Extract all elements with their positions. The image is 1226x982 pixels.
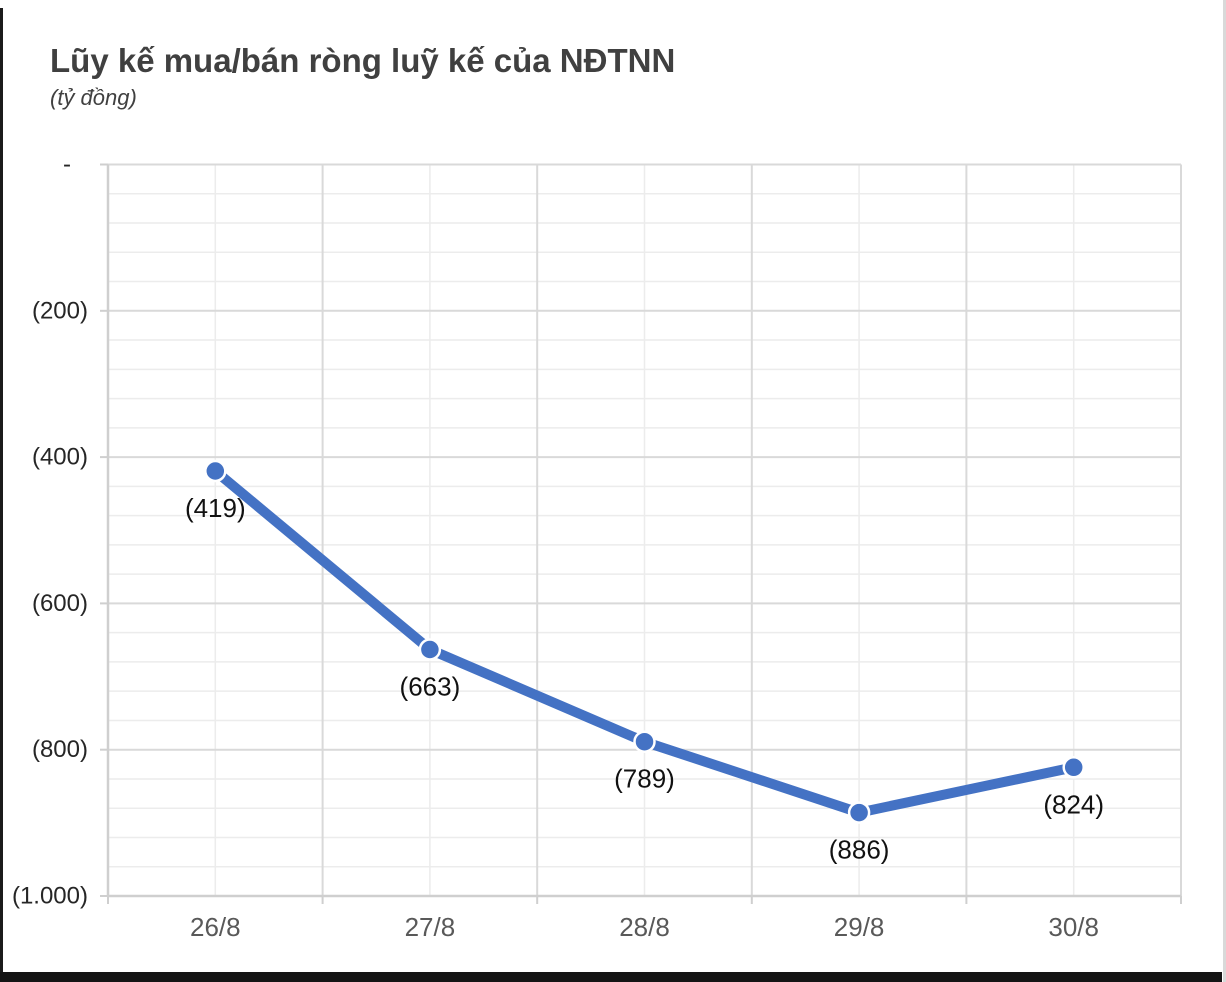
data-point-marker: [633, 730, 656, 753]
data-point-marker: [418, 638, 442, 661]
chart-title: Lũy kế mua/bán ròng luỹ kế của NĐTNN: [50, 42, 676, 79]
data-point-marker: [1062, 756, 1085, 779]
x-axis-category-label: 28/8: [619, 912, 670, 942]
data-point-marker: [204, 459, 227, 483]
x-axis-category-label: 29/8: [834, 912, 885, 942]
data-point-label: (886): [829, 835, 890, 865]
screenshot-right-edge: [1223, 0, 1226, 982]
x-axis-category-label: 26/8: [190, 912, 241, 942]
data-point-label: (824): [1043, 789, 1104, 819]
x-axis-category-label: 30/8: [1048, 912, 1099, 942]
screenshot-bottom-edge: [0, 972, 1222, 982]
y-axis-tick-label: (600): [32, 590, 88, 617]
y-axis-tick-label: (800): [32, 736, 88, 763]
x-axis-category-label: 27/8: [405, 912, 456, 942]
screenshot-left-edge: [0, 8, 3, 982]
y-axis-tick-label: (1.000): [12, 883, 88, 910]
y-axis-tick-label: (200): [32, 297, 88, 324]
y-axis-tick-label: -: [63, 151, 71, 178]
data-point-label: (663): [400, 671, 461, 701]
data-point-label: (419): [185, 493, 246, 523]
chart-unit-subtitle: (tỷ đồng): [50, 85, 137, 110]
y-axis-tick-label: (400): [32, 444, 88, 471]
data-point-marker: [847, 801, 871, 824]
data-point-label: (789): [614, 764, 675, 794]
